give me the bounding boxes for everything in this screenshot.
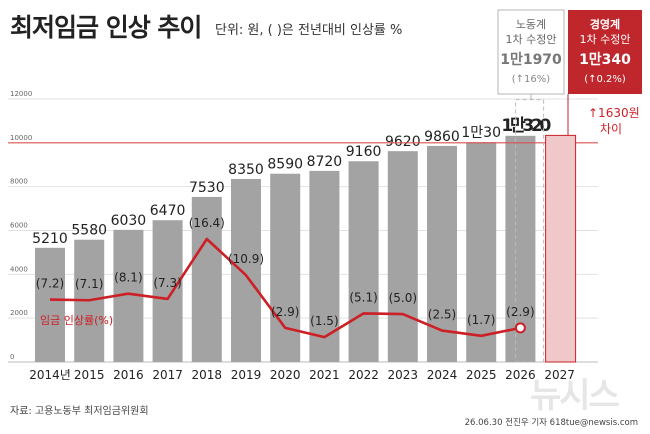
bar-value-label: 8350 xyxy=(228,162,264,178)
rate-line-end-marker xyxy=(514,322,526,334)
management-proposal-title: 경영계 xyxy=(590,17,620,31)
management-proposal-box xyxy=(568,10,642,94)
management-proposal-amount: 1만340 xyxy=(579,52,631,68)
bar-value-label: 8590 xyxy=(267,157,303,173)
gap-annotation-amount: ↑1630원 xyxy=(588,106,640,120)
rate-label: (16.4) xyxy=(189,216,225,230)
wage-bar xyxy=(466,142,497,362)
bar-value-label: 9860 xyxy=(424,129,460,145)
rate-label: (1.7) xyxy=(467,313,495,327)
wage-bar xyxy=(231,178,261,362)
labor-proposal-amount: 1만1970 xyxy=(500,52,562,68)
rate-label: (2.5) xyxy=(428,308,456,322)
management-proposal-change: (↑0.2%) xyxy=(584,74,626,85)
x-tick-label: 2020 xyxy=(270,368,301,382)
rate-label: (5.0) xyxy=(389,291,417,305)
x-tick-label: 2025 xyxy=(466,368,497,382)
bar-value-label: 8720 xyxy=(307,154,343,170)
unit-note: 단위: 원, ( )은 전년대비 인상률 % xyxy=(215,23,403,38)
management-proposal-bar xyxy=(545,134,577,363)
bar-value-label: 1만320 xyxy=(501,116,551,136)
labor-proposal-change: (↑16%) xyxy=(512,74,551,85)
x-tick-label: 2016 xyxy=(113,368,144,382)
bar-value-label: 7530 xyxy=(189,180,225,196)
y-tick-label: 6000 xyxy=(10,222,28,230)
credit-line: 26.06.30 전진우 기자 618tue@newsis.com xyxy=(464,418,638,428)
x-tick-label: 2017 xyxy=(152,368,183,382)
rate-label: (10.9) xyxy=(228,252,264,266)
x-tick-label: 2021 xyxy=(309,368,340,382)
y-tick-label: 8000 xyxy=(10,178,28,186)
bar-value-label: 6030 xyxy=(111,213,147,229)
bar-value-label: 5210 xyxy=(32,231,68,247)
bar-value-label: 6470 xyxy=(150,203,186,219)
gap-annotation-label: 차이 xyxy=(600,122,622,136)
x-tick-label: 2022 xyxy=(348,368,379,382)
labor-proposal-title: 노동계 xyxy=(516,18,546,31)
wage-bar xyxy=(191,196,222,362)
x-tick-label: 2015 xyxy=(74,368,105,382)
rate-line xyxy=(49,237,521,339)
rate-label: (7.2) xyxy=(36,277,64,291)
bar-value-label: 1만30 xyxy=(461,125,501,141)
bar-value-label: 9160 xyxy=(346,144,382,160)
rate-label: (2.9) xyxy=(271,305,299,319)
wage-bar xyxy=(387,151,418,362)
wage-bar xyxy=(270,173,301,362)
x-tick-label: 2026 xyxy=(505,368,536,382)
y-tick-label: 2000 xyxy=(10,309,28,317)
bar-value-label: 5580 xyxy=(71,223,107,239)
page-title: 최저임금 인상 추이 xyxy=(10,13,202,42)
labor-proposal-bar xyxy=(515,99,545,363)
source-note: 자료: 고용노동부 최저임금위원회 xyxy=(10,406,149,417)
rate-label: (5.1) xyxy=(349,290,377,304)
wage-bar xyxy=(152,220,183,362)
x-tick-label: 2023 xyxy=(388,368,419,382)
labor-proposal-subtitle: 1차 수정안 xyxy=(506,33,557,46)
x-tick-label: 2019 xyxy=(231,368,262,382)
y-tick-label: 12000 xyxy=(10,90,32,98)
rate-label: (7.3) xyxy=(153,276,181,290)
rate-label: (1.5) xyxy=(310,314,338,328)
bar-value-label: 9620 xyxy=(385,134,421,150)
rate-label: (2.9) xyxy=(506,305,534,319)
x-tick-label: 2018 xyxy=(192,368,223,382)
y-tick-label: 4000 xyxy=(10,265,28,273)
rate-label: (8.1) xyxy=(114,271,142,285)
rate-label: (7.1) xyxy=(75,277,103,291)
x-tick-label: 2014년 xyxy=(29,368,71,382)
x-tick-label: 2024 xyxy=(427,368,458,382)
y-tick-label: 0 xyxy=(10,353,14,361)
wage-bar xyxy=(35,247,65,362)
x-tick-label: 2027 xyxy=(544,368,575,382)
labor-proposal-box xyxy=(497,9,565,95)
rate-legend: 임금 인상률(%) xyxy=(40,314,113,327)
newsis-logo: 뉴시스 xyxy=(530,376,620,416)
management-proposal-subtitle: 1차 수정안 xyxy=(580,33,631,46)
y-tick-label: 10000 xyxy=(10,134,32,142)
wage-bar xyxy=(348,161,379,362)
